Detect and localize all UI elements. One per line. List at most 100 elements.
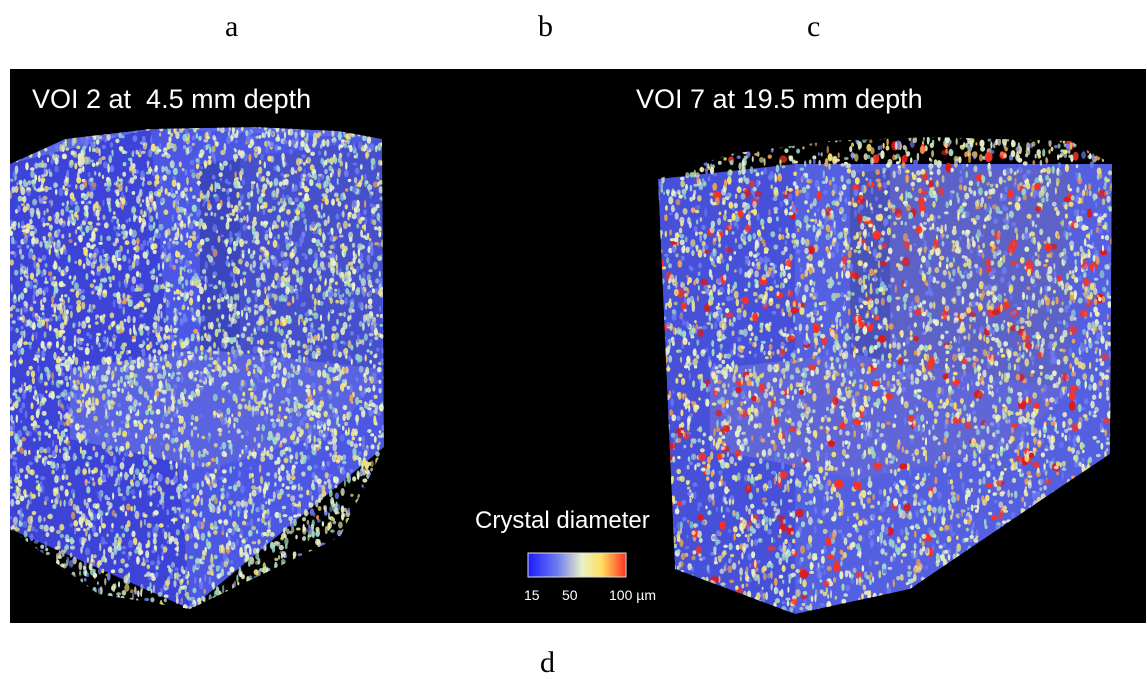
crystal-speckle (379, 461, 384, 469)
crystal-speckle (260, 154, 264, 161)
crystal-speckle (215, 456, 219, 465)
crystal-speckle (35, 458, 39, 463)
crystal-speckle (204, 354, 208, 361)
crystal-speckle (29, 565, 34, 571)
crystal-speckle (252, 593, 257, 599)
crystal-speckle (78, 347, 84, 351)
crystal-speckle (147, 407, 152, 412)
crystal-speckle (23, 597, 27, 605)
crystal-speckle (75, 505, 80, 514)
crystal-speckle (337, 288, 341, 296)
crystal-speckle (195, 557, 200, 565)
crystal-speckle (289, 379, 292, 386)
crystal-speckle (307, 533, 310, 542)
crystal-speckle (57, 555, 62, 559)
crystal-speckle (266, 608, 271, 609)
crystal-speckle (263, 603, 267, 609)
crystal-speckle (28, 556, 32, 562)
crystal-speckle (371, 127, 375, 129)
crystal-speckle (143, 142, 145, 146)
crystal-speckle (92, 446, 96, 451)
crystal-speckle (99, 495, 102, 502)
crystal-speckle (333, 137, 336, 142)
crystal-speckle (53, 127, 59, 129)
crystal-speckle (339, 299, 345, 305)
crystal-speckle (370, 324, 375, 333)
crystal-speckle (266, 170, 271, 177)
crystal-speckle (359, 513, 362, 518)
crystal-speckle (158, 273, 163, 277)
crystal-speckle (35, 474, 39, 479)
crystal-speckle (147, 329, 150, 337)
crystal-speckle (39, 568, 45, 572)
crystal-speckle (263, 298, 269, 306)
crystal-speckle (19, 316, 24, 321)
crystal-speckle (25, 544, 31, 551)
crystal-speckle (382, 561, 384, 567)
crystal-speckle (317, 518, 321, 523)
crystal-speckle (21, 596, 26, 601)
crystal-speckle (227, 389, 231, 393)
crystal-speckle (371, 316, 377, 323)
crystal-speckle (331, 325, 337, 332)
crystal-speckle (187, 127, 193, 129)
crystal-speckle (364, 498, 370, 503)
crystal-speckle (362, 589, 367, 595)
crystal-speckle (23, 579, 28, 583)
crystal-speckle (182, 491, 187, 498)
crystal-speckle (135, 270, 140, 278)
crystal-speckle (367, 429, 372, 433)
crystal-speckle (346, 385, 351, 390)
crystal-speckle (331, 454, 337, 463)
crystal-speckle (238, 454, 242, 458)
crystal-speckle (360, 257, 364, 262)
crystal-speckle (329, 244, 334, 250)
crystal-speckle (263, 521, 267, 526)
crystal-speckle (220, 487, 225, 492)
crystal-speckle (82, 247, 88, 251)
crystal-speckle (224, 178, 229, 184)
crystal-speckle (32, 254, 36, 261)
crystal-speckle (318, 275, 322, 280)
crystal-speckle (289, 285, 295, 294)
crystal-speckle (225, 213, 229, 218)
crystal-speckle (151, 549, 156, 554)
crystal-speckle (51, 372, 54, 380)
crystal-speckle (64, 294, 68, 298)
crystal-speckle (63, 422, 67, 427)
crystal-speckle (243, 307, 246, 312)
crystal-speckle (229, 606, 233, 609)
crystal-speckle (126, 573, 129, 579)
crystal-speckle (232, 245, 237, 252)
crystal-speckle (358, 519, 363, 523)
crystal-speckle (89, 182, 92, 190)
crystal-speckle (15, 308, 20, 313)
crystal-speckle (329, 309, 333, 313)
crystal-speckle (152, 329, 156, 333)
crystal-speckle (378, 403, 384, 412)
crystal-speckle (121, 504, 125, 513)
crystal-speckle (302, 173, 306, 178)
crystal-speckle (110, 569, 116, 574)
crystal-speckle (186, 176, 189, 186)
crystal-speckle (109, 142, 114, 148)
crystal-speckle (255, 552, 260, 560)
crystal-speckle (101, 523, 106, 529)
crystal-speckle (189, 289, 194, 297)
crystal-speckle (195, 601, 199, 609)
crystal-speckle (194, 252, 199, 257)
crystal-speckle (199, 386, 204, 392)
crystal-speckle (59, 217, 64, 226)
crystal-speckle (294, 143, 298, 149)
crystal-speckle (40, 304, 45, 308)
crystal-speckle (101, 356, 107, 365)
crystal-speckle (285, 315, 289, 320)
crystal-speckle (102, 384, 107, 389)
crystal-speckle (137, 590, 140, 598)
crystal-speckle (358, 320, 363, 327)
crystal-speckle (137, 420, 141, 425)
crystal-speckle (328, 521, 332, 529)
crystal-speckle (49, 276, 54, 282)
crystal-speckle (131, 127, 136, 129)
crystal-speckle (274, 511, 280, 519)
